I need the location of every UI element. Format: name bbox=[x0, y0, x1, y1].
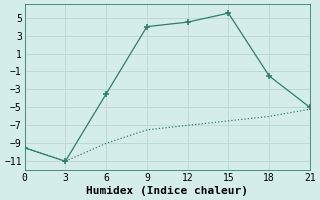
X-axis label: Humidex (Indice chaleur): Humidex (Indice chaleur) bbox=[86, 186, 248, 196]
